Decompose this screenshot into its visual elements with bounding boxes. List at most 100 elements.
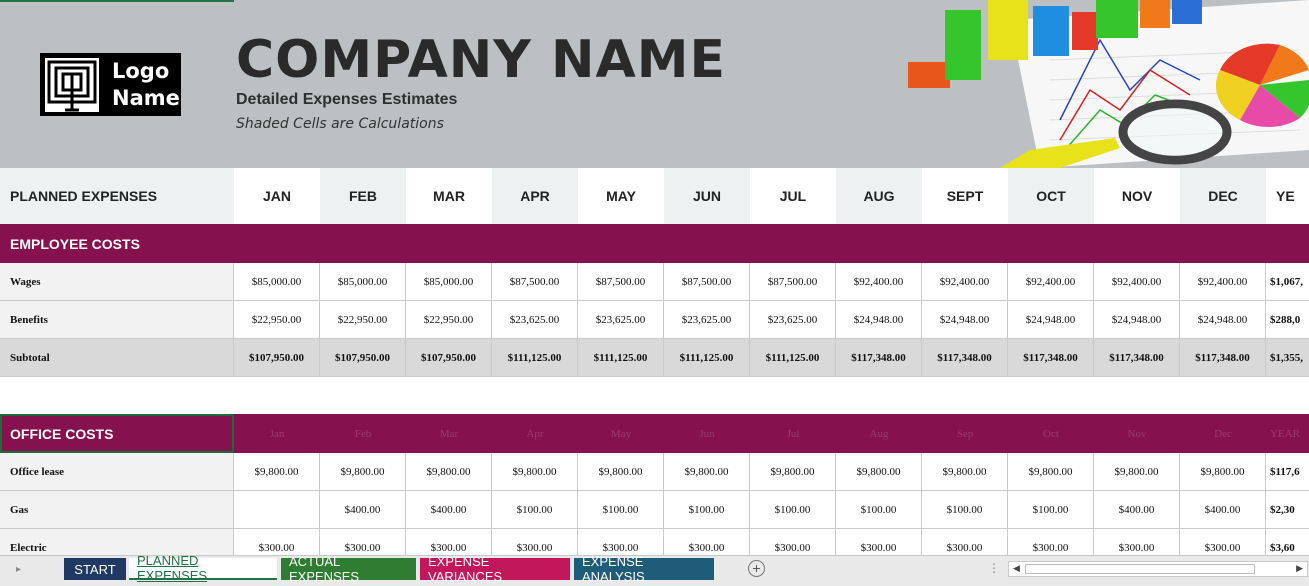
cell[interactable]: $100.00 bbox=[578, 491, 664, 529]
employee-costs-title[interactable]: EMPLOYEE COSTS bbox=[0, 224, 234, 263]
cell[interactable]: $92,400.00 bbox=[1008, 263, 1094, 301]
report-note[interactable]: Shaded Cells are Calculations bbox=[236, 116, 444, 132]
cell[interactable]: $111,125.00 bbox=[750, 339, 836, 377]
row-label[interactable]: Office lease bbox=[0, 453, 234, 491]
cell[interactable]: $23,625.00 bbox=[664, 301, 750, 339]
hidden-month-header[interactable]: Dec bbox=[1214, 427, 1232, 440]
cell[interactable]: $87,500.00 bbox=[664, 263, 750, 301]
hidden-month-header[interactable]: Oct bbox=[1043, 427, 1059, 440]
hidden-year-header[interactable]: YEAR bbox=[1270, 427, 1300, 440]
cell[interactable]: $24,948.00 bbox=[1008, 301, 1094, 339]
cell[interactable]: $111,125.00 bbox=[578, 339, 664, 377]
cell[interactable]: $92,400.00 bbox=[836, 263, 922, 301]
cell[interactable]: $111,125.00 bbox=[664, 339, 750, 377]
cell[interactable]: $92,400.00 bbox=[922, 263, 1008, 301]
year-total-cell[interactable]: $117,6 bbox=[1266, 453, 1309, 491]
cell[interactable]: $24,948.00 bbox=[1180, 301, 1266, 339]
cell[interactable]: $117,348.00 bbox=[922, 339, 1008, 377]
cell[interactable]: $117,348.00 bbox=[1094, 339, 1180, 377]
cell[interactable]: $100.00 bbox=[664, 491, 750, 529]
hidden-month-header[interactable]: Apr bbox=[526, 427, 544, 440]
row-label[interactable]: Wages bbox=[0, 263, 234, 301]
cell[interactable]: $9,800.00 bbox=[578, 453, 664, 491]
month-header[interactable]: NOV bbox=[1094, 168, 1180, 224]
cell[interactable]: $9,800.00 bbox=[750, 453, 836, 491]
hidden-month-header[interactable]: Jul bbox=[786, 427, 800, 440]
cell[interactable]: $24,948.00 bbox=[836, 301, 922, 339]
sheet-scroll-left-icon[interactable]: ▸ bbox=[16, 564, 22, 575]
cell[interactable]: $23,625.00 bbox=[750, 301, 836, 339]
year-total-cell[interactable]: $1,067, bbox=[1266, 263, 1309, 301]
hidden-month-header[interactable]: Sep bbox=[956, 427, 974, 440]
planned-expenses-header[interactable]: PLANNED EXPENSES bbox=[0, 168, 234, 224]
month-header[interactable]: APR bbox=[492, 168, 578, 224]
cell[interactable] bbox=[234, 491, 320, 529]
cell[interactable]: $22,950.00 bbox=[320, 301, 406, 339]
month-header[interactable]: DEC bbox=[1180, 168, 1266, 224]
cell[interactable]: $9,800.00 bbox=[664, 453, 750, 491]
tab-actual-expenses[interactable]: ACTUAL EXPENSES bbox=[281, 554, 416, 584]
cell[interactable]: $23,625.00 bbox=[492, 301, 578, 339]
cell[interactable]: $24,948.00 bbox=[1094, 301, 1180, 339]
month-header[interactable]: JAN bbox=[234, 168, 320, 224]
scroll-right-icon[interactable]: ▶ bbox=[1296, 563, 1303, 573]
row-label[interactable]: Benefits bbox=[0, 301, 234, 339]
cell[interactable]: $400.00 bbox=[1180, 491, 1266, 529]
cell[interactable]: $9,800.00 bbox=[320, 453, 406, 491]
cell[interactable]: $100.00 bbox=[1008, 491, 1094, 529]
hidden-month-header[interactable]: Jan bbox=[269, 427, 285, 440]
cell[interactable]: $22,950.00 bbox=[234, 301, 320, 339]
company-name[interactable]: COMPANY NAME bbox=[236, 30, 727, 90]
cell[interactable]: $100.00 bbox=[492, 491, 578, 529]
cell[interactable]: $87,500.00 bbox=[578, 263, 664, 301]
scrollbar-thumb[interactable] bbox=[1025, 564, 1255, 574]
hidden-month-header[interactable]: Mar bbox=[439, 427, 459, 440]
year-total-cell[interactable]: $1,355, bbox=[1266, 339, 1309, 377]
cell[interactable]: $400.00 bbox=[1094, 491, 1180, 529]
horizontal-scrollbar[interactable]: ◀ ▶ bbox=[1008, 561, 1308, 577]
cell[interactable]: $107,950.00 bbox=[320, 339, 406, 377]
cell[interactable]: $9,800.00 bbox=[406, 453, 492, 491]
cell[interactable]: $117,348.00 bbox=[1180, 339, 1266, 377]
cell[interactable]: $9,800.00 bbox=[1008, 453, 1094, 491]
scroll-left-icon[interactable]: ◀ bbox=[1013, 563, 1020, 573]
hidden-month-header[interactable]: May bbox=[610, 427, 632, 440]
month-header[interactable]: MAY bbox=[578, 168, 664, 224]
tab-expense-analysis[interactable]: EXPENSE ANALYSIS bbox=[574, 554, 714, 584]
tab-expense-variances[interactable]: EXPENSE VARIANCES bbox=[420, 554, 570, 584]
year-total-cell[interactable]: $2,30 bbox=[1266, 491, 1309, 529]
month-header[interactable]: OCT bbox=[1008, 168, 1094, 224]
cell[interactable]: $400.00 bbox=[406, 491, 492, 529]
cell[interactable]: $117,348.00 bbox=[1008, 339, 1094, 377]
cell[interactable]: $9,800.00 bbox=[836, 453, 922, 491]
hidden-month-header[interactable]: Feb bbox=[354, 427, 372, 440]
month-header[interactable]: JUN bbox=[664, 168, 750, 224]
cell[interactable]: $9,800.00 bbox=[922, 453, 1008, 491]
hidden-month-header[interactable]: Aug bbox=[869, 427, 889, 440]
cell[interactable]: $100.00 bbox=[922, 491, 1008, 529]
cell[interactable]: $87,500.00 bbox=[492, 263, 578, 301]
cell[interactable]: $107,950.00 bbox=[234, 339, 320, 377]
cell[interactable]: $92,400.00 bbox=[1094, 263, 1180, 301]
tab-planned-expenses[interactable]: PLANNED EXPENSES bbox=[129, 553, 277, 583]
cell[interactable]: $85,000.00 bbox=[320, 263, 406, 301]
month-header[interactable]: AUG bbox=[836, 168, 922, 224]
cell[interactable]: $117,348.00 bbox=[836, 339, 922, 377]
cell[interactable]: $23,625.00 bbox=[578, 301, 664, 339]
cell[interactable]: $111,125.00 bbox=[492, 339, 578, 377]
tab-start[interactable]: START bbox=[64, 558, 126, 580]
year-header[interactable]: YE bbox=[1266, 168, 1309, 224]
cell[interactable]: $100.00 bbox=[750, 491, 836, 529]
month-header[interactable]: JUL bbox=[750, 168, 836, 224]
month-header[interactable]: MAR bbox=[406, 168, 492, 224]
report-subtitle[interactable]: Detailed Expenses Estimates bbox=[236, 91, 458, 108]
cell[interactable]: $9,800.00 bbox=[1180, 453, 1266, 491]
more-options-icon[interactable]: ⋮ bbox=[988, 561, 1000, 575]
year-total-cell[interactable]: $288,0 bbox=[1266, 301, 1309, 339]
cell[interactable]: $100.00 bbox=[836, 491, 922, 529]
month-header[interactable]: FEB bbox=[320, 168, 406, 224]
cell[interactable]: $87,500.00 bbox=[750, 263, 836, 301]
add-sheet-icon[interactable]: + bbox=[748, 560, 765, 577]
cell[interactable]: $24,948.00 bbox=[922, 301, 1008, 339]
cell[interactable]: $9,800.00 bbox=[1094, 453, 1180, 491]
